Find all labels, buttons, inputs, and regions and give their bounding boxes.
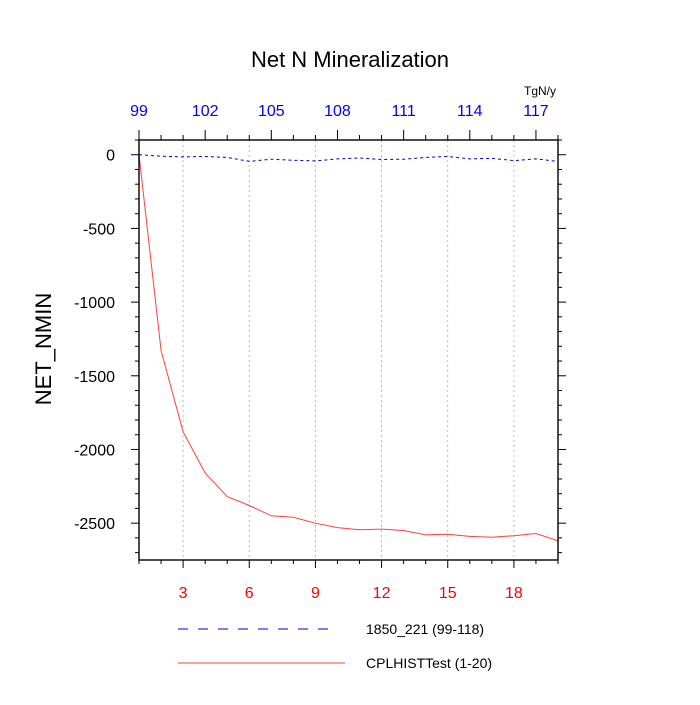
x-tick-label-bottom: 3	[179, 585, 188, 602]
x-tick-label-bottom: 15	[439, 585, 457, 602]
y-tick-label: -1000	[74, 295, 115, 312]
plot-frame	[138, 139, 559, 561]
chart-title: Net N Mineralization	[251, 47, 449, 72]
x-tick-label-top: 99	[130, 103, 148, 120]
x-tick-label-bottom: 18	[505, 585, 523, 602]
x-tick-label-top: 117	[523, 103, 549, 120]
x-tick-label-top: 111	[391, 103, 415, 120]
units-label: TgN/y	[524, 84, 556, 98]
tick-labels: 0 -500 -1000 -1500 -2000 -2500 3 6 9 12 15 18 99 102 1…	[74, 103, 549, 602]
y-tick-label: -500	[83, 221, 115, 238]
x-tick-label-top: 114	[457, 103, 483, 120]
legend-label-1850-221: 1850_221 (99-118)	[366, 621, 484, 637]
x-tick-label-top: 102	[192, 103, 219, 120]
legend-label-cplhisttest: CPLHISTTest (1-20)	[366, 655, 492, 671]
y-tick-label: -2000	[74, 442, 115, 459]
x-tick-label-top: 108	[324, 103, 351, 120]
x-tick-label-bottom: 9	[311, 585, 320, 602]
x-tick-label-bottom: 12	[373, 585, 391, 602]
gridlines	[182, 140, 515, 560]
x-tick-label-top: 105	[258, 103, 285, 120]
y-tick-label: 0	[106, 148, 115, 165]
legend: 1850_221 (99-118) CPLHISTTest (1-20)	[178, 621, 492, 671]
y-tick-label: -2500	[74, 516, 115, 533]
series-layer	[138, 154, 559, 542]
series-line-cplhisttest	[138, 154, 559, 542]
series-line-1850-221	[138, 154, 559, 162]
y-axis-label: NET_NMIN	[31, 293, 56, 405]
y-tick-label: -1500	[74, 369, 115, 386]
x-tick-label-bottom: 6	[245, 585, 254, 602]
